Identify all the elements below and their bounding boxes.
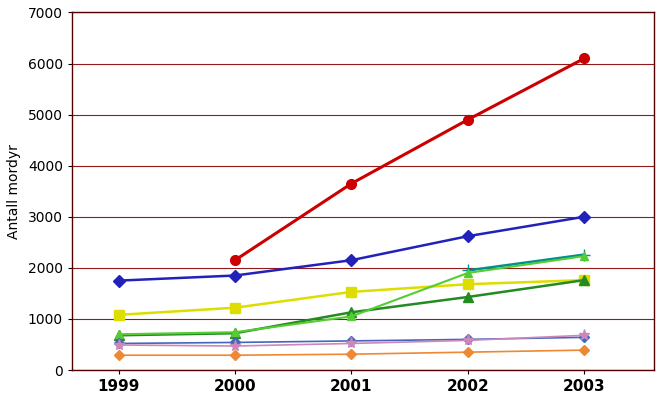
Y-axis label: Antall mordyr: Antall mordyr bbox=[7, 144, 21, 239]
